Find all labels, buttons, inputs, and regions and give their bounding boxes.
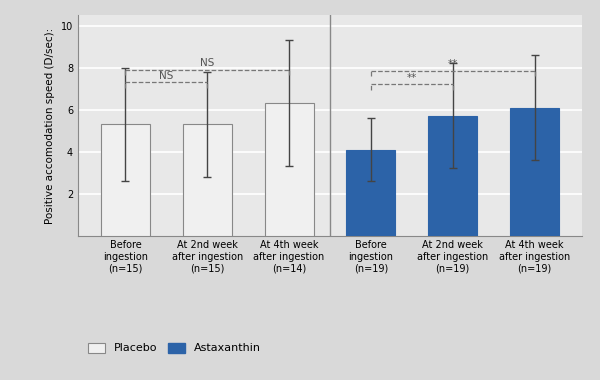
Text: NS: NS — [159, 71, 173, 81]
Bar — [183, 124, 232, 236]
Bar — [346, 150, 395, 236]
Y-axis label: Positive accomodation speed (D/sec):: Positive accomodation speed (D/sec): — [46, 27, 55, 223]
Bar — [265, 103, 314, 236]
Bar — [428, 116, 477, 236]
Bar — [101, 124, 150, 236]
Text: **: ** — [448, 59, 458, 70]
Bar — [510, 108, 559, 236]
Text: NS: NS — [200, 58, 214, 68]
Legend: Placebo, Astaxanthin: Placebo, Astaxanthin — [83, 338, 265, 358]
Text: **: ** — [407, 73, 417, 83]
